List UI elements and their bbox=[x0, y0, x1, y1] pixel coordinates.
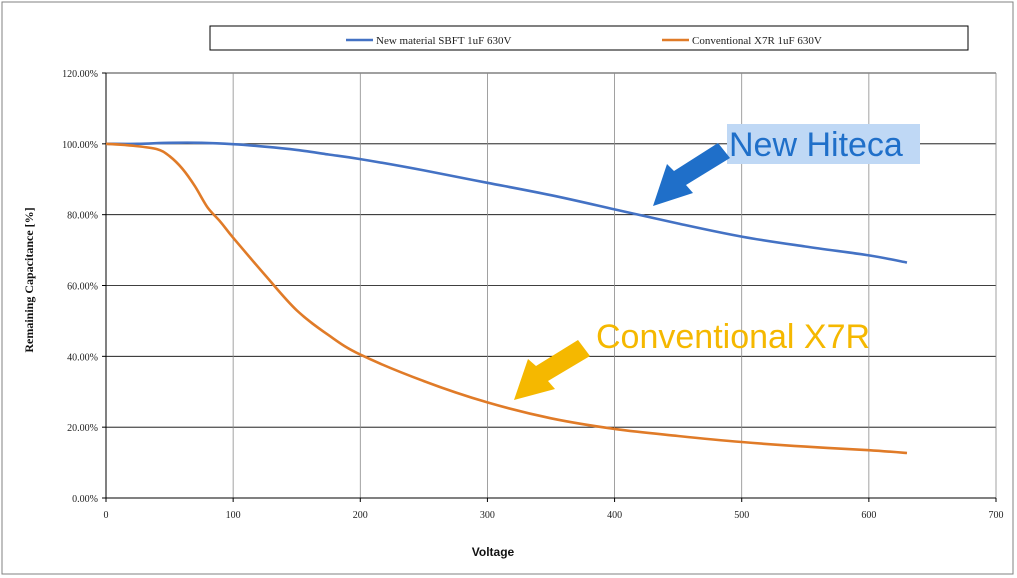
annotation-new-hiteca: New Hiteca bbox=[729, 126, 903, 164]
series-line-1 bbox=[105, 142, 908, 455]
series-layer bbox=[105, 141, 908, 455]
x-tick-label: 400 bbox=[607, 510, 622, 521]
y-tick-label: 80.00% bbox=[67, 211, 98, 222]
x-tick-label: 600 bbox=[861, 510, 876, 521]
y-tick-label: 60.00% bbox=[67, 282, 98, 293]
x-tick-label: 700 bbox=[989, 510, 1004, 521]
legend-label-0: New material SBFT 1uF 630V bbox=[376, 35, 512, 47]
tick-layer: 0.00% 20.00% 40.00% 60.00% 80.00% 100.00% 120.… bbox=[62, 69, 1003, 521]
annotation-highlight-new-hiteca bbox=[727, 124, 920, 164]
legend-label-1: Conventional X7R 1uF 630V bbox=[692, 35, 822, 47]
y-tick-label: 40.00% bbox=[67, 352, 98, 363]
y-tick-label: 0.00% bbox=[72, 494, 98, 505]
y-axis-title: Remaining Capacitance [%] bbox=[22, 207, 36, 352]
y-tick-label: 100.00% bbox=[62, 140, 98, 151]
y-tick-label: 120.00% bbox=[62, 69, 98, 80]
y-tick-label: 20.00% bbox=[67, 423, 98, 434]
annotation-arrow-conventional-x7r bbox=[514, 340, 590, 400]
x-tick-label: 100 bbox=[226, 510, 241, 521]
x-axis-title: Voltage bbox=[472, 545, 515, 559]
annotation-arrow-new-hiteca bbox=[653, 143, 730, 206]
series-line-0 bbox=[105, 141, 908, 264]
legend-box bbox=[209, 25, 969, 51]
x-tick-label: 300 bbox=[480, 510, 495, 521]
x-tick-label: 0 bbox=[104, 510, 109, 521]
x-tick-label: 200 bbox=[353, 510, 368, 521]
x-tick-label: 500 bbox=[734, 510, 749, 521]
annotation-conventional-x7r: Conventional X7R bbox=[596, 318, 870, 356]
